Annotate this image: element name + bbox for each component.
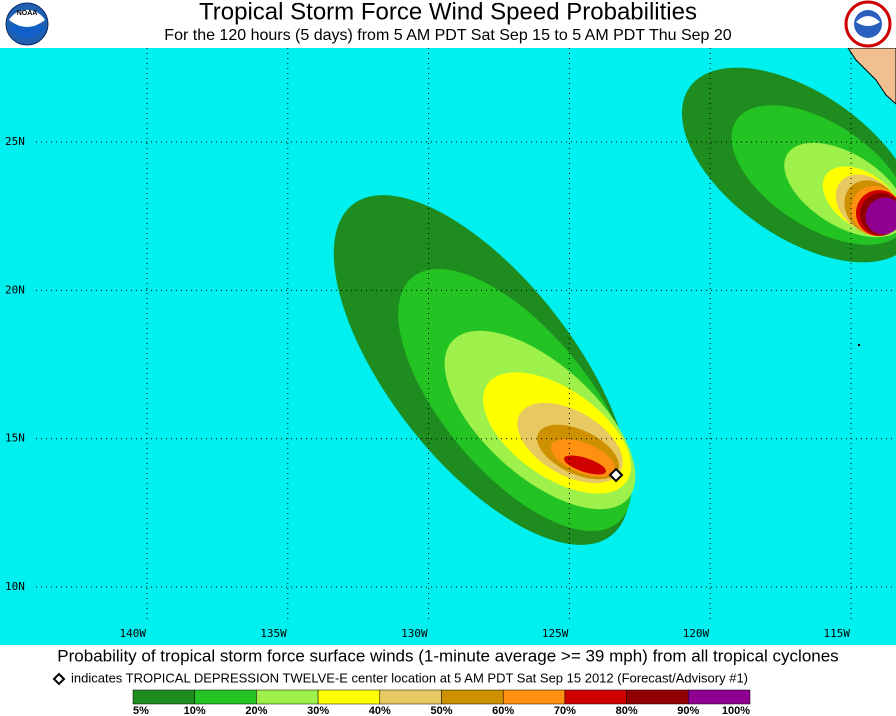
legend-label: 20% [245,705,267,716]
legend-label: 80% [616,705,638,716]
legend-swatch [502,689,566,705]
lon-label: 115W [824,627,851,640]
nws-logo [844,0,892,48]
legend: 5% 10% 20% 30% 40% 50% 60% 70% 80% 90% 100% [132,689,751,716]
legend-label: 60% [492,705,514,716]
probability-areas [333,67,896,545]
legend-label: 90% [677,705,699,716]
graticule: 25N 20N 15N 10N 140W 135W 130W 125W 120W 115W [5,48,896,640]
legend-label: 30% [307,705,329,716]
lat-label: 15N [5,432,25,445]
legend-swatch [626,689,689,705]
legend-label: 40% [369,705,391,716]
note: indicates TROPICAL DEPRESSION TWELVE-E c… [71,670,748,685]
logo-text: NOAA [17,10,38,17]
noaa-logo: NOAA [5,2,49,46]
title: Tropical Storm Force Wind Speed Probabil… [199,0,697,25]
center-marker [608,467,624,483]
lat-label: 10N [5,580,25,593]
lon-label: 140W [120,627,147,640]
legend-swatch [194,689,257,705]
legend-label: 50% [430,705,452,716]
legend-label: 70% [554,705,576,716]
lat-label: 20N [5,283,25,296]
lon-label: 130W [401,627,428,640]
probability-area [563,455,607,475]
probability-area [865,197,896,235]
lon-label: 135W [260,627,287,640]
subtitle: For the 120 hours (5 days) from 5 AM PDT… [164,27,732,44]
lon-label: 120W [683,627,710,640]
legend-swatch [441,689,504,705]
legend-swatch [379,689,442,705]
land [847,48,896,346]
legend-swatch [256,689,319,705]
note-marker [52,672,66,686]
legend-swatch [688,689,751,705]
legend-label: 100% [722,705,750,716]
legend-swatch [564,689,627,705]
legend-label: 5% [133,705,149,716]
legend-swatch [132,689,195,705]
caption: Probability of tropical storm force surf… [57,646,838,665]
lon-label: 125W [542,627,569,640]
lat-label: 25N [5,135,25,148]
legend-label: 10% [184,705,206,716]
legend-swatch [317,689,381,705]
